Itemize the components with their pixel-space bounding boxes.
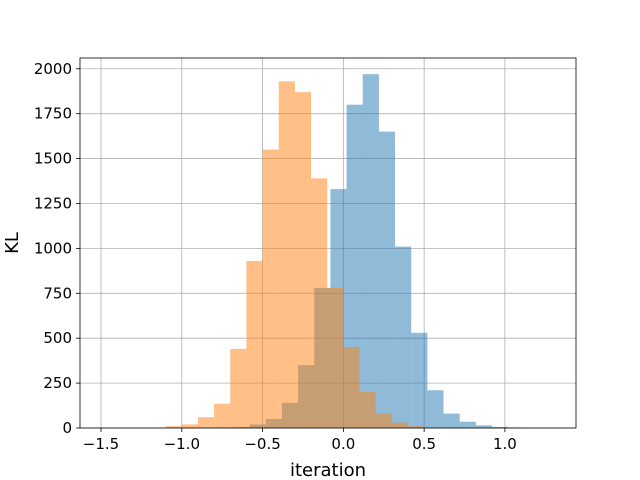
histogram-bar — [375, 413, 392, 428]
histogram-bar — [362, 74, 379, 429]
histogram-bar — [378, 131, 396, 428]
histogram-bar — [165, 426, 182, 428]
histogram-bar — [181, 424, 198, 428]
histogram-bar — [327, 287, 344, 428]
histogram-bar — [262, 149, 279, 429]
plot-area: −1.5 −1.0 −0.5 0.0 0.5 1.0 0 250 500 750 1000 1250 1… — [34, 57, 577, 453]
y-tick-label: 1000 — [34, 239, 72, 257]
histogram-bar — [427, 390, 444, 428]
x-tick-label: −1.0 — [164, 435, 200, 453]
histogram-bar — [197, 417, 215, 428]
y-tick-label: 1250 — [34, 194, 72, 212]
histogram-bar — [459, 421, 476, 428]
y-tick-label: 1750 — [34, 105, 72, 123]
histogram-bar — [411, 332, 428, 428]
x-tick-label: 1.0 — [493, 435, 517, 453]
y-tick-label: 500 — [43, 329, 72, 347]
histogram-bar — [311, 178, 328, 428]
x-axis-label: iteration — [290, 460, 366, 480]
ticks: −1.5 −1.0 −0.5 0.0 0.5 1.0 0 250 500 750 1000 1250 1… — [34, 60, 517, 453]
histogram-bar — [395, 246, 412, 428]
histogram-bar — [491, 426, 509, 428]
bars — [104, 74, 557, 429]
histogram-bar — [230, 348, 247, 428]
y-tick-label: 750 — [43, 284, 72, 302]
x-tick-label: 0.0 — [331, 435, 355, 453]
y-tick-label: 250 — [43, 374, 72, 392]
histogram-series-2 — [165, 81, 425, 429]
histogram-bar — [475, 425, 492, 428]
histogram-bar — [278, 81, 295, 428]
histogram-bar — [343, 347, 360, 428]
x-tick-label: −0.5 — [244, 435, 280, 453]
x-tick-label: 0.5 — [412, 435, 436, 453]
histogram-bar — [443, 413, 460, 428]
x-tick-label: −1.5 — [83, 435, 119, 453]
histogram-bar — [246, 260, 263, 428]
histogram-bar — [407, 426, 425, 428]
histogram-bar — [214, 403, 231, 428]
histogram-bar — [294, 92, 312, 428]
y-tick-label: 1500 — [34, 150, 72, 168]
y-tick-label: 2000 — [34, 60, 72, 78]
histogram-bar — [391, 422, 408, 428]
y-axis-label: KL — [2, 232, 23, 254]
histogram-bar — [359, 392, 376, 428]
axes-frame — [79, 57, 577, 429]
y-tick-label: 0 — [62, 419, 72, 437]
